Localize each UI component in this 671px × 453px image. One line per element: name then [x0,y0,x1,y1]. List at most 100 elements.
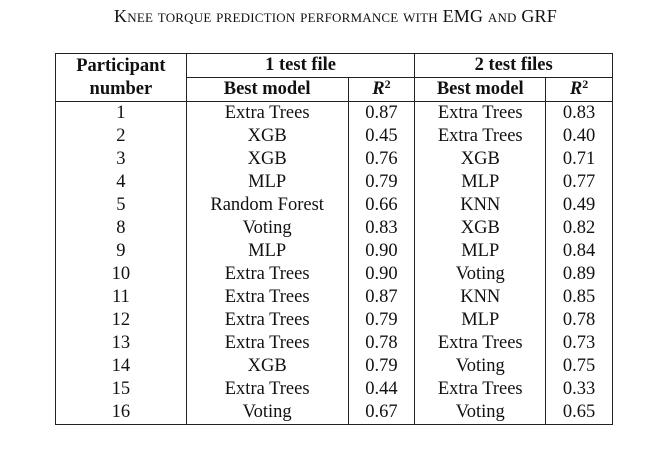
best-model-header-1: Best model [186,77,349,102]
r2-1-cell: 0.44 [348,378,416,401]
group-header-2-test-files: 2 test files [414,53,613,78]
table-row: 11 Extra Trees 0.87 KNN 0.85 [55,286,613,309]
best-model-2-cell: MLP [414,171,547,194]
best-model-header-2: Best model [414,77,547,102]
participant-cell: 13 [55,332,187,355]
participant-cell: 11 [55,286,187,309]
participant-cell: 15 [55,378,187,401]
header-row-groups: Participant number 1 test file 2 test fi… [55,53,613,102]
r2-1-cell: 0.79 [348,171,416,194]
participant-cell: 8 [55,217,187,240]
r2-2-cell: 0.33 [545,378,613,401]
r2-1-cell: 0.45 [348,125,416,148]
best-model-2-cell: MLP [414,240,547,263]
best-model-2-cell: KNN [414,194,547,217]
best-model-2-cell: XGB [414,217,547,240]
table-row: 16 Voting 0.67 Voting 0.65 [55,401,613,425]
participant-cell: 9 [55,240,187,263]
r2-2-cell: 0.40 [545,125,613,148]
r2-2-cell: 0.78 [545,309,613,332]
r2-2-cell: 0.49 [545,194,613,217]
r2-2-cell: 0.84 [545,240,613,263]
participant-header: Participant number [55,53,187,102]
r2-symbol: R [569,79,583,99]
header-row-columns: Best model R2 Best model R2 [56,77,613,102]
table-header: Participant number 1 test file 2 test fi… [55,53,613,102]
r2-1-cell: 0.87 [348,101,416,125]
r2-1-cell: 0.87 [348,286,416,309]
table-row: 5 Random Forest 0.66 KNN 0.49 [55,194,613,217]
participant-cell: 16 [55,401,187,425]
table-row: 1 Extra Trees 0.87 Extra Trees 0.83 [55,101,613,125]
participant-header-line2: number [89,78,153,99]
table-row: 13 Extra Trees 0.78 Extra Trees 0.73 [55,332,613,355]
best-model-2-cell: XGB [414,148,547,171]
table-row: 14 XGB 0.79 Voting 0.75 [55,355,613,378]
best-model-1-cell: MLP [186,240,349,263]
best-model-1-cell: Extra Trees [186,378,349,401]
best-model-1-cell: Extra Trees [186,309,349,332]
r2-header-2: R2 [545,77,613,102]
r2-2-cell: 0.85 [545,286,613,309]
participant-cell: 12 [55,309,187,332]
r2-1-cell: 0.76 [348,148,416,171]
participant-cell: 14 [55,355,187,378]
participant-cell: 10 [55,263,187,286]
r2-exponent: 2 [582,77,589,91]
best-model-1-cell: Voting [186,217,349,240]
r2-2-cell: 0.82 [545,217,613,240]
best-model-2-cell: Voting [414,263,547,286]
best-model-1-cell: XGB [186,148,349,171]
best-model-1-cell: Extra Trees [186,263,349,286]
table-row: 9 MLP 0.90 MLP 0.84 [55,240,613,263]
participant-cell: 5 [55,194,187,217]
best-model-2-cell: Extra Trees [414,125,547,148]
r2-1-cell: 0.90 [348,240,416,263]
table-row: 2 XGB 0.45 Extra Trees 0.40 [55,125,613,148]
participant-cell: 3 [55,148,187,171]
r2-symbol: R [372,79,385,99]
table-row: 15 Extra Trees 0.44 Extra Trees 0.33 [55,378,613,401]
table-row: 12 Extra Trees 0.79 MLP 0.78 [55,309,613,332]
r2-1-cell: 0.83 [348,217,416,240]
table-row: 8 Voting 0.83 XGB 0.82 [55,217,613,240]
r2-1-cell: 0.79 [348,309,416,332]
table-row: 10 Extra Trees 0.90 Voting 0.89 [55,263,613,286]
r2-2-cell: 0.73 [545,332,613,355]
participant-header-line1: Participant [76,55,166,76]
results-table: Participant number 1 test file 2 test fi… [55,53,613,425]
best-model-1-cell: Voting [186,401,349,425]
table-body: 1 Extra Trees 0.87 Extra Trees 0.83 2 XGB 0.45 E… [55,101,613,425]
participant-cell: 4 [55,171,187,194]
r2-2-cell: 0.77 [545,171,613,194]
participant-cell: 1 [55,101,187,125]
table-row: 3 XGB 0.76 XGB 0.71 [55,148,613,171]
best-model-1-cell: Random Forest [186,194,349,217]
best-model-1-cell: Extra Trees [186,101,349,125]
r2-2-cell: 0.75 [545,355,613,378]
r2-2-cell: 0.65 [545,401,613,425]
r2-1-cell: 0.66 [348,194,416,217]
table-caption: Knee torque prediction performance with … [114,6,557,26]
best-model-2-cell: Voting [414,355,547,378]
r2-1-cell: 0.78 [348,332,416,355]
best-model-1-cell: XGB [186,125,349,148]
r2-header-1: R2 [348,77,416,102]
r2-1-cell: 0.79 [348,355,416,378]
best-model-1-cell: MLP [186,171,349,194]
r2-1-cell: 0.67 [348,401,416,425]
r2-2-cell: 0.89 [545,263,613,286]
best-model-2-cell: Extra Trees [414,332,547,355]
participant-cell: 2 [55,125,187,148]
best-model-1-cell: Extra Trees [186,286,349,309]
best-model-2-cell: Extra Trees [414,378,547,401]
table-row: 4 MLP 0.79 MLP 0.77 [55,171,613,194]
r2-2-cell: 0.83 [545,101,613,125]
best-model-1-cell: XGB [186,355,349,378]
r2-exponent: 2 [384,77,391,91]
group-header-1-test-file: 1 test file [186,53,416,78]
r2-2-cell: 0.71 [545,148,613,171]
best-model-2-cell: Voting [414,401,547,425]
best-model-1-cell: Extra Trees [186,332,349,355]
r2-1-cell: 0.90 [348,263,416,286]
